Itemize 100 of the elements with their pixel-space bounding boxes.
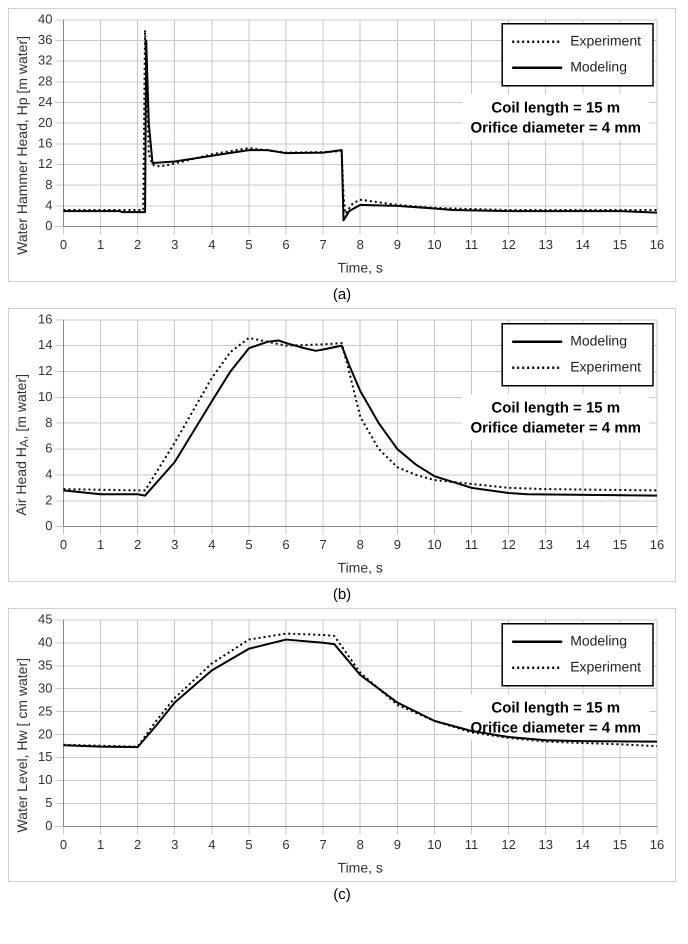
x-tick-label: 6 [282,236,290,252]
x-tick-label: 2 [134,836,142,852]
text: (a) [332,286,352,303]
y-tick-label: 4 [45,466,52,482]
legend-label: Modeling [570,632,628,649]
y-tick-label: 20 [38,726,52,742]
legend-label: Modeling [570,332,628,349]
x-tick-label: 10 [427,536,442,552]
x-tick-label: 4 [208,536,216,552]
x-tick-label: 7 [320,236,327,252]
y-tick-label: 25 [38,703,52,718]
x-tick-label: 3 [171,836,178,852]
x-tick-label: 4 [208,236,216,252]
x-tick-label: 6 [282,836,290,852]
x-tick-label: 13 [538,536,553,552]
text: (c) [332,886,352,903]
x-axis-title: Time, s [338,559,383,576]
legend-label: Modeling [570,58,628,75]
y-tick-label: 15 [38,749,52,764]
x-tick-label: 7 [320,836,327,852]
x-tick-label: 6 [282,536,290,552]
y-tick-label: 10 [38,388,52,404]
x-tick-label: 11 [464,536,478,552]
x-tick-label: 10 [427,836,442,852]
y-tick-label: 16 [38,311,52,326]
y-tick-label: 40 [38,11,52,26]
x-tick-label: 16 [650,836,664,852]
y-tick-label: 6 [45,440,52,456]
x-tick-label: 15 [612,236,628,252]
x-tick-label: 1 [96,536,104,552]
x-tick-label: 8 [356,836,364,852]
y-tick-label: 10 [38,772,52,788]
y-tick-label: 45 [38,611,52,626]
x-tick-label: 5 [245,536,253,552]
x-tick-label: 14 [576,236,590,252]
y-tick-label: 28 [38,73,52,88]
x-tick-label: 14 [576,836,590,852]
y-tick-label: 8 [45,414,52,430]
legend-label: Experiment [570,658,642,675]
y-tick-label: 24 [38,94,52,110]
y-tick-label: 5 [45,795,52,810]
x-axis-title: Time, s [338,859,383,876]
annotation: Orifice diameter = 4 mm [470,419,642,436]
legend-label: Experiment [570,32,642,49]
x-tick-label: 12 [501,536,516,552]
y-tick-label: 14 [38,337,52,352]
y-tick-label: 0 [45,218,52,234]
x-tick-label: 0 [60,536,68,552]
y-tick-label: 2 [45,492,52,508]
x-tick-label: 11 [464,236,478,252]
y-tick-label: 16 [38,135,52,150]
y-tick-label: 40 [38,634,52,650]
y-tick-label: 20 [38,114,52,130]
y-tick-label: 0 [45,518,52,534]
x-tick-label: 0 [60,236,68,252]
x-tick-label: 7 [320,536,327,552]
y-tick-label: 12 [38,363,52,378]
x-tick-label: 9 [394,236,401,252]
x-tick-label: 5 [245,236,253,252]
x-tick-label: 4 [208,836,216,852]
x-axis-title: Time, s [338,259,383,276]
y-tick-label: 36 [38,32,52,48]
y-tick-label: 35 [38,657,52,672]
annotation: Coil length = 15 m [491,99,620,116]
x-tick-label: 0 [60,836,68,852]
legend-label: Experiment [570,358,642,375]
x-tick-label: 2 [134,236,142,252]
x-tick-label: 3 [171,536,178,552]
x-tick-label: 1 [96,236,104,252]
y-tick-label: 32 [38,52,52,68]
x-tick-label: 8 [356,236,364,252]
annotation: Coil length = 15 m [491,399,620,416]
x-tick-label: 8 [356,536,364,552]
y-tick-label: 0 [45,818,52,834]
x-tick-label: 10 [427,236,442,252]
x-tick-label: 2 [134,536,142,552]
x-tick-label: 5 [245,836,253,852]
x-tick-label: 15 [612,536,628,552]
x-tick-label: 16 [650,536,664,552]
x-tick-label: 12 [501,836,516,852]
x-tick-label: 15 [612,836,628,852]
x-tick-label: 12 [501,236,516,252]
text: (b) [332,586,352,603]
y-axis-title: Water Hammer Head, Hp [m water] [14,36,30,254]
x-tick-label: 11 [464,836,478,852]
x-tick-label: 14 [576,536,590,552]
annotation: Orifice diameter = 4 mm [470,119,642,136]
annotation: Orifice diameter = 4 mm [470,719,642,736]
annotation: Coil length = 15 m [491,699,620,716]
x-tick-label: 13 [538,236,553,252]
x-tick-label: 9 [394,836,401,852]
x-tick-label: 3 [171,236,178,252]
x-tick-label: 1 [96,836,104,852]
x-tick-label: 13 [538,836,553,852]
y-tick-label: 4 [45,198,52,212]
x-tick-label: 9 [394,536,401,552]
y-tick-label: 12 [38,156,52,172]
y-tick-label: 30 [38,680,52,696]
y-tick-label: 8 [45,176,52,192]
y-axis-title: Water Level, Hw [ cm water] [14,658,30,832]
